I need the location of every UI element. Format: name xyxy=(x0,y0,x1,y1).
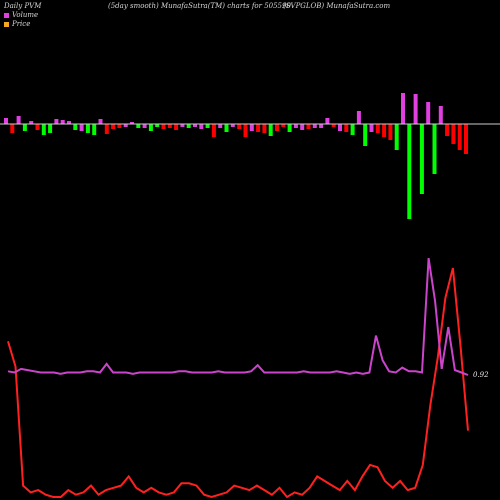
volume-bar xyxy=(331,124,336,127)
volume-bar xyxy=(79,124,84,131)
volume-bar xyxy=(293,124,298,128)
volume-bar xyxy=(186,124,191,128)
volume-bar xyxy=(413,94,418,124)
legend-price-swatch xyxy=(4,21,9,27)
volume-bar xyxy=(205,124,210,128)
volume-bar xyxy=(142,124,147,128)
volume-bar xyxy=(401,93,405,124)
volume-bar xyxy=(230,124,235,127)
volume-bar xyxy=(161,124,166,129)
header-center: (5day smooth) MunafaSutra(TM) charts for… xyxy=(108,2,291,10)
volume-bar xyxy=(29,121,34,124)
volume-bar xyxy=(319,124,324,128)
volume-bar xyxy=(130,122,134,124)
volume-bars xyxy=(4,93,468,219)
legend-price: Price xyxy=(4,20,30,28)
volume-bar xyxy=(174,124,179,130)
volume-bar xyxy=(262,124,267,133)
volume-bar xyxy=(117,124,122,128)
legend-volume: Volume xyxy=(4,11,38,19)
legend-price-label: Price xyxy=(12,20,31,28)
volume-bar xyxy=(92,124,97,135)
price-label: 0.92 xyxy=(473,371,489,379)
volume-bar xyxy=(123,124,128,127)
volume-bar xyxy=(268,124,273,136)
volume-bar xyxy=(22,124,27,131)
volume-bar xyxy=(388,124,393,140)
volume-bar xyxy=(167,124,172,128)
volume-bar xyxy=(432,124,437,174)
header-left: Daily PVM xyxy=(4,2,42,10)
legend-volume-swatch xyxy=(4,12,9,18)
volume-bar xyxy=(344,124,349,132)
volume-bar xyxy=(41,124,46,135)
volume-bar xyxy=(464,124,468,154)
volume-bar xyxy=(98,119,103,124)
volume-bar xyxy=(300,124,305,130)
volume-bar xyxy=(180,124,185,127)
volume-bar xyxy=(369,124,374,132)
volume-bar xyxy=(104,124,109,134)
volume-bar xyxy=(4,118,8,124)
volume-bar xyxy=(224,124,229,132)
volume-bar xyxy=(85,124,90,133)
legend-volume-label: Volume xyxy=(12,11,39,19)
volume-bar xyxy=(256,124,261,132)
volume-bar xyxy=(312,124,317,128)
volume-bar xyxy=(136,124,141,128)
volume-bar xyxy=(218,124,223,128)
volume-bar xyxy=(199,124,204,129)
volume-bar xyxy=(457,124,462,150)
volume-bar xyxy=(60,120,65,124)
volume-bar xyxy=(35,124,40,130)
volume-bar xyxy=(382,124,387,137)
volume-bar xyxy=(419,124,424,194)
volume-bar xyxy=(281,124,286,127)
volume-bar xyxy=(356,111,361,124)
volume-bar xyxy=(438,106,443,124)
volume-bar xyxy=(407,124,412,219)
volume-bar xyxy=(111,124,116,129)
volume-bar xyxy=(67,121,71,124)
volume-bar xyxy=(338,124,342,131)
volume-bar xyxy=(426,102,431,124)
volume-bar xyxy=(16,116,21,124)
volume-bar xyxy=(54,119,59,124)
volume-bar xyxy=(375,124,380,133)
volume-bar xyxy=(10,124,15,133)
volume-line xyxy=(7,257,469,376)
volume-bar xyxy=(148,124,153,131)
price-line xyxy=(7,267,469,499)
header-right: (SVPGLOB) MunafaSutra.com xyxy=(283,2,391,10)
volume-bar xyxy=(237,124,242,129)
volume-bar xyxy=(275,124,279,131)
volume-bar xyxy=(211,124,216,137)
volume-bar xyxy=(394,124,399,150)
volume-bar xyxy=(155,124,160,127)
volume-bar xyxy=(48,124,53,133)
volume-bar xyxy=(249,124,254,131)
volume-bar xyxy=(325,118,330,124)
volume-bar xyxy=(350,124,355,135)
volume-bar xyxy=(306,124,311,129)
volume-bar xyxy=(73,124,78,130)
volume-bar xyxy=(451,124,456,144)
volume-bar xyxy=(193,124,197,127)
volume-bar xyxy=(243,124,248,137)
volume-bar xyxy=(363,124,368,146)
volume-bar xyxy=(287,124,292,132)
volume-bar xyxy=(445,124,450,136)
